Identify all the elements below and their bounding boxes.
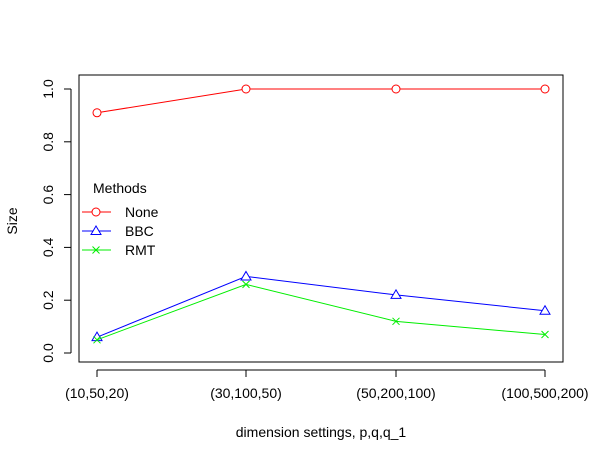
x-axis: (10,50,20) (30,100,50) (50,200,100) (100,50… [65,369,589,401]
series-bbc [91,270,551,342]
legend-marker [91,207,101,217]
legend-label: None [125,204,159,220]
data-point [541,330,549,339]
series-rmt [93,280,549,344]
data-point [539,304,551,315]
y-axis: 0.0 0.2 0.4 0.6 0.8 1.0 [40,79,72,363]
data-point [242,280,250,289]
legend-item-none: None [82,204,159,220]
y-tick-label: 0.8 [40,132,56,152]
y-tick-label: 0.4 [40,237,56,257]
x-axis-label: dimension settings, p,q,q_1 [236,424,407,440]
data-point [540,84,550,94]
series-layer [91,84,551,344]
data-point [241,84,251,94]
series-none [92,84,550,118]
legend-marker [92,246,100,254]
legend-item-bbc: BBC [82,223,154,239]
y-tick-label: 1.0 [40,79,56,99]
x-tick-label: (30,100,50) [210,385,282,401]
y-tick-label: 0.2 [40,290,56,310]
series-line [96,275,546,338]
x-tick-label: (100,500,200) [501,385,588,401]
data-point [391,84,401,94]
data-point [92,108,102,118]
legend: Methods None BBC RMT [82,180,159,258]
data-point [93,335,101,344]
data-point [392,317,400,326]
x-tick-label: (50,200,100) [356,385,435,401]
x-tick-label: (10,50,20) [65,385,129,401]
plot-box [78,74,564,363]
legend-item-rmt: RMT [82,242,156,258]
y-axis-label: Size [4,207,20,234]
data-point [390,288,402,299]
y-tick-label: 0.0 [40,343,56,363]
legend-label: RMT [125,242,156,258]
legend-title: Methods [93,180,147,196]
series-line [96,88,545,114]
series-line [96,283,546,341]
data-point [240,270,252,281]
legend-label: BBC [125,223,154,239]
y-tick-label: 0.6 [40,185,56,205]
legend-marker [90,225,102,235]
